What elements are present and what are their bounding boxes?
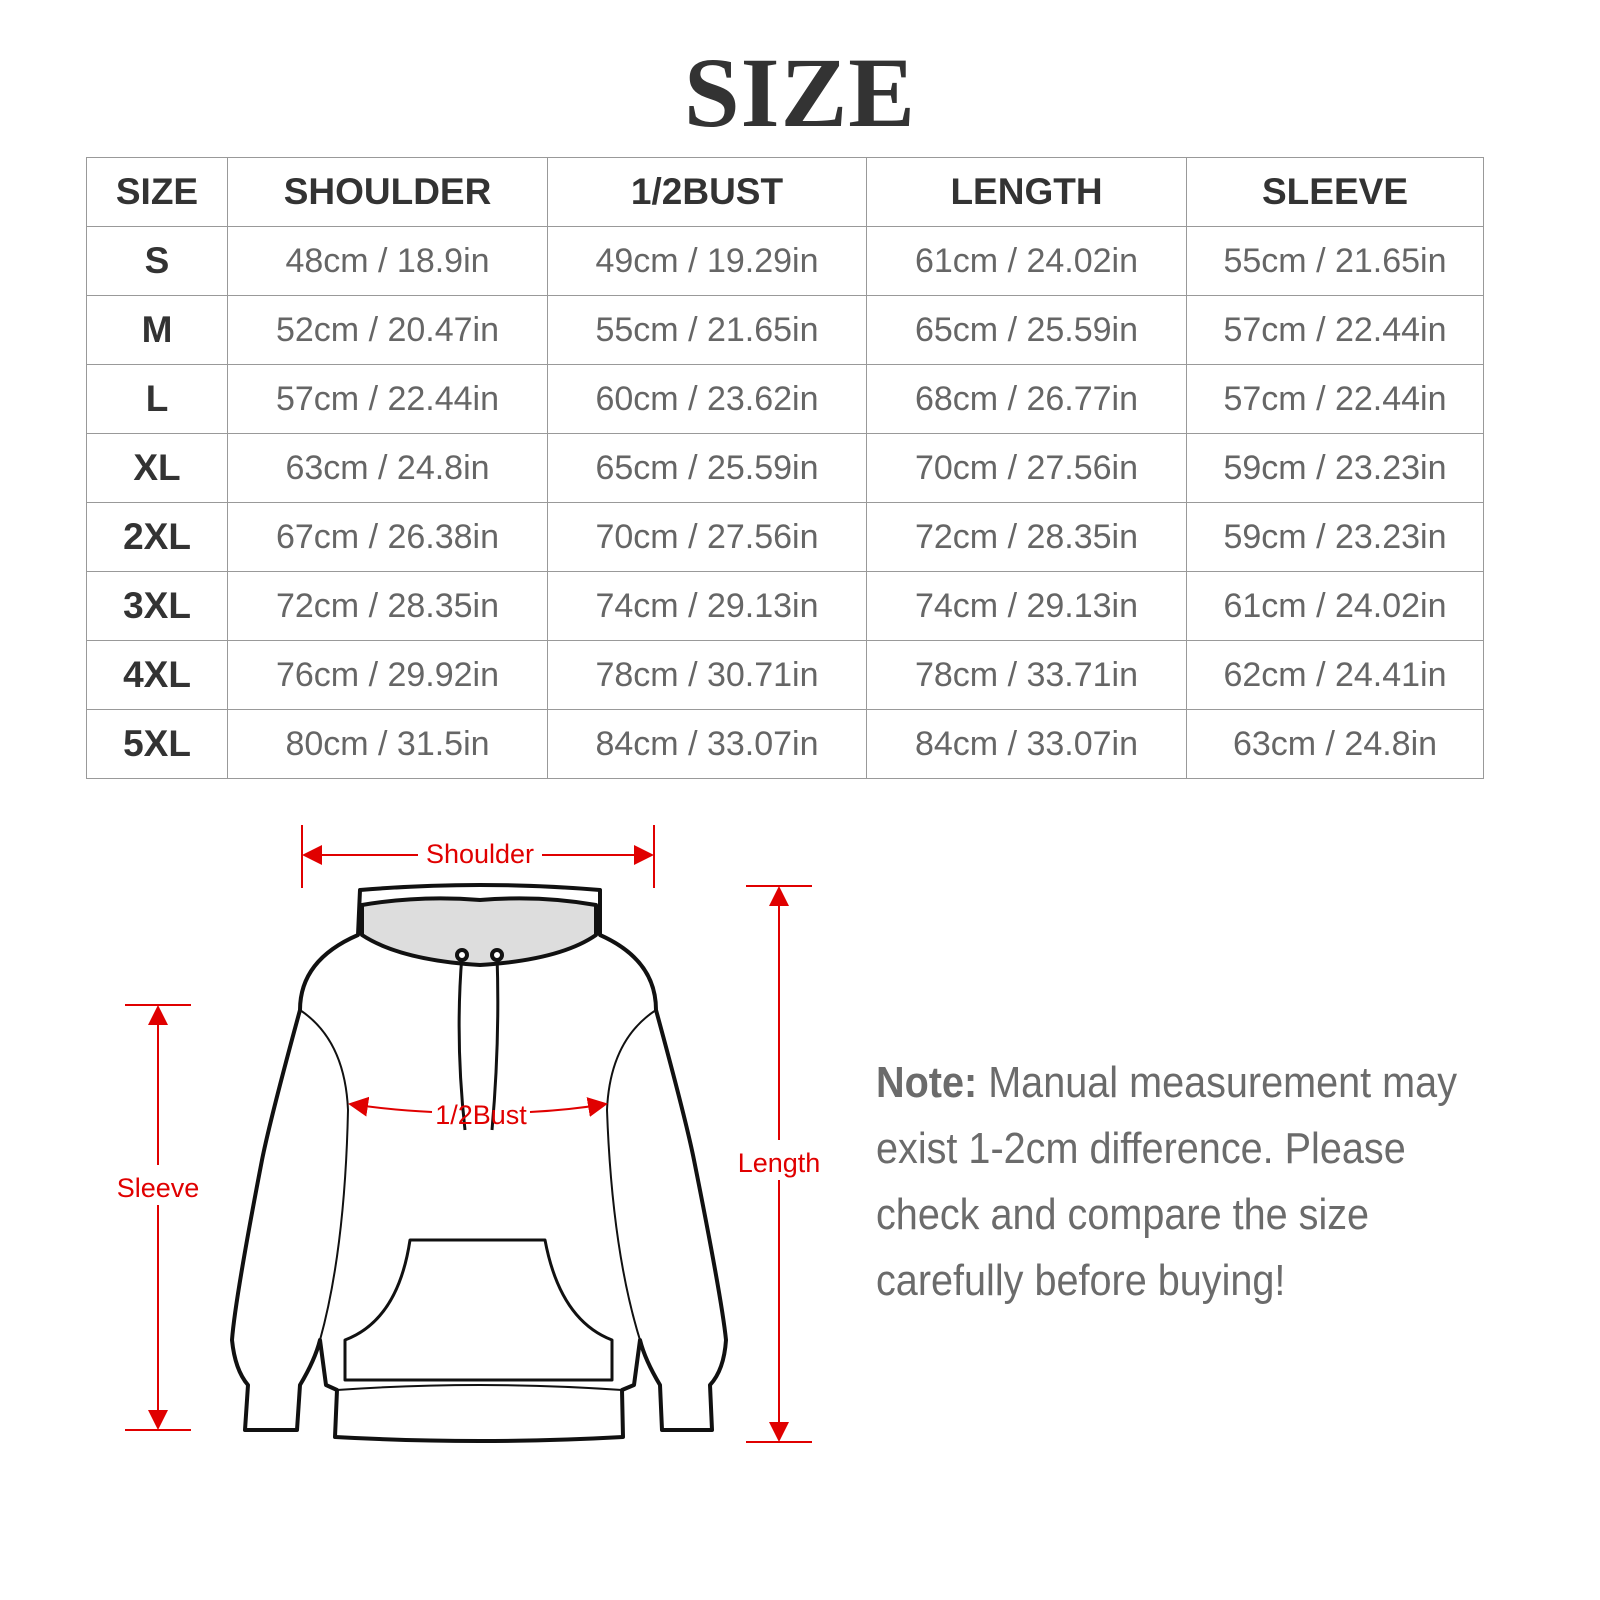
table-row: 5XL 80cm / 31.5in 84cm / 33.07in 84cm / 33.… [86,709,1484,779]
measurement-cell: 59cm / 23.23in [1186,502,1484,572]
measurement-cell: 67cm / 26.38in [227,502,548,572]
measurement-cell: 84cm / 33.07in [547,709,867,779]
column-header: 1/2BUST [547,157,867,227]
size-table: SIZE SHOULDER 1/2BUST LENGTH SLEEVE S 48cm / … [86,157,1484,779]
measurement-cell: 65cm / 25.59in [866,295,1187,365]
column-header: LENGTH [866,157,1187,227]
measurement-cell: 65cm / 25.59in [547,433,867,503]
size-cell: 4XL [86,640,228,710]
table-row: XL 63cm / 24.8in 65cm / 25.59in 70cm / 27.5… [86,433,1484,503]
table-row: 2XL 67cm / 26.38in 70cm / 27.56in 72cm / 28… [86,502,1484,572]
column-header: SLEEVE [1186,157,1484,227]
size-cell: 3XL [86,571,228,641]
table-header-row: SIZE SHOULDER 1/2BUST LENGTH SLEEVE [86,157,1484,227]
size-cell: 2XL [86,502,228,572]
measurement-cell: 70cm / 27.56in [547,502,867,572]
bust-label: 1/2Bust [435,1100,527,1130]
column-header: SHOULDER [227,157,548,227]
table-row: S 48cm / 18.9in 49cm / 19.29in 61cm / 24.02… [86,226,1484,296]
measurement-cell: 57cm / 22.44in [1186,364,1484,434]
measurement-cell: 72cm / 28.35in [866,502,1187,572]
note-label: Note: [876,1058,978,1107]
measurement-cell: 52cm / 20.47in [227,295,548,365]
measurement-cell: 60cm / 23.62in [547,364,867,434]
measurement-cell: 70cm / 27.56in [866,433,1187,503]
measurement-cell: 59cm / 23.23in [1186,433,1484,503]
measurement-cell: 57cm / 22.44in [227,364,548,434]
table-row: L 57cm / 22.44in 60cm / 23.62in 68cm / 26.7… [86,364,1484,434]
measurement-cell: 84cm / 33.07in [866,709,1187,779]
shoulder-label: Shoulder [426,839,534,869]
measurement-cell: 76cm / 29.92in [227,640,548,710]
measurement-cell: 49cm / 19.29in [547,226,867,296]
page-title: SIZE [684,37,916,148]
measurement-cell: 74cm / 29.13in [866,571,1187,641]
size-cell: L [86,364,228,434]
hoodie-icon [230,883,728,1443]
table-row: 4XL 76cm / 29.92in 78cm / 30.71in 78cm / 33… [86,640,1484,710]
measurement-cell: 78cm / 30.71in [547,640,867,710]
size-cell: M [86,295,228,365]
table-row: M 52cm / 20.47in 55cm / 21.65in 65cm / 25.5… [86,295,1484,365]
size-cell: S [86,226,228,296]
measurement-cell: 68cm / 26.77in [866,364,1187,434]
measurement-cell: 61cm / 24.02in [866,226,1187,296]
note: Note: Manual measurement may exist 1-2cm… [876,1050,1488,1314]
sleeve-label: Sleeve [117,1173,200,1203]
measurement-diagram: Shoulder 1/2Bust Length Sleeve [117,825,821,1443]
note-text: Manual measurement may exist 1-2cm diffe… [876,1058,1458,1305]
measurement-cell: 74cm / 29.13in [547,571,867,641]
length-label: Length [738,1148,821,1178]
measurement-cell: 80cm / 31.5in [227,709,548,779]
table-row: 3XL 72cm / 28.35in 74cm / 29.13in 74cm / 29… [86,571,1484,641]
measurement-cell: 63cm / 24.8in [227,433,548,503]
column-header: SIZE [86,157,228,227]
measurement-cell: 62cm / 24.41in [1186,640,1484,710]
measurement-cell: 57cm / 22.44in [1186,295,1484,365]
size-cell: XL [86,433,228,503]
size-cell: 5XL [86,709,228,779]
measurement-cell: 48cm / 18.9in [227,226,548,296]
measurement-cell: 78cm / 33.71in [866,640,1187,710]
measurement-cell: 72cm / 28.35in [227,571,548,641]
measurement-cell: 55cm / 21.65in [547,295,867,365]
measurement-cell: 61cm / 24.02in [1186,571,1484,641]
measurement-cell: 63cm / 24.8in [1186,709,1484,779]
measurement-cell: 55cm / 21.65in [1186,226,1484,296]
